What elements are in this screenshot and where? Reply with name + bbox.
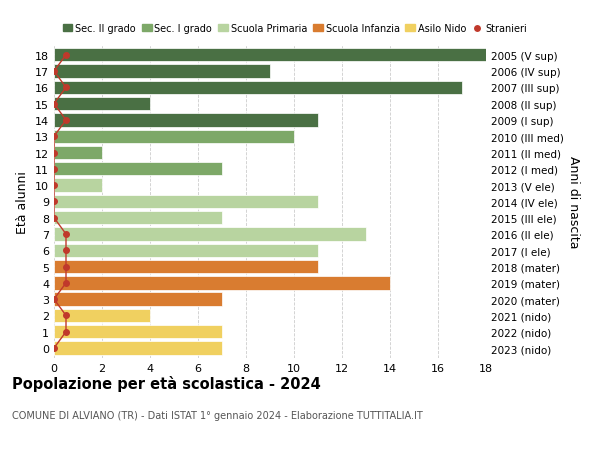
Legend: Sec. II grado, Sec. I grado, Scuola Primaria, Scuola Infanzia, Asilo Nido, Stran: Sec. II grado, Sec. I grado, Scuola Prim…: [59, 20, 530, 38]
Text: COMUNE DI ALVIANO (TR) - Dati ISTAT 1° gennaio 2024 - Elaborazione TUTTITALIA.IT: COMUNE DI ALVIANO (TR) - Dati ISTAT 1° g…: [12, 410, 423, 420]
Bar: [54, 212, 222, 225]
Bar: [54, 130, 294, 144]
Bar: [54, 277, 390, 290]
Bar: [54, 260, 318, 274]
Bar: [54, 65, 270, 78]
Bar: [54, 195, 318, 209]
Bar: [54, 228, 366, 241]
Bar: [54, 309, 150, 322]
Bar: [54, 341, 222, 355]
Bar: [54, 163, 222, 176]
Bar: [54, 49, 486, 62]
Bar: [54, 98, 150, 111]
Bar: [54, 244, 318, 257]
Bar: [54, 293, 222, 306]
Bar: [54, 325, 222, 339]
Bar: [54, 146, 102, 160]
Bar: [54, 82, 462, 95]
Bar: [54, 114, 318, 127]
Y-axis label: Anni di nascita: Anni di nascita: [568, 156, 580, 248]
Bar: [54, 179, 102, 192]
Y-axis label: Età alunni: Età alunni: [16, 171, 29, 233]
Text: Popolazione per età scolastica - 2024: Popolazione per età scolastica - 2024: [12, 375, 321, 391]
